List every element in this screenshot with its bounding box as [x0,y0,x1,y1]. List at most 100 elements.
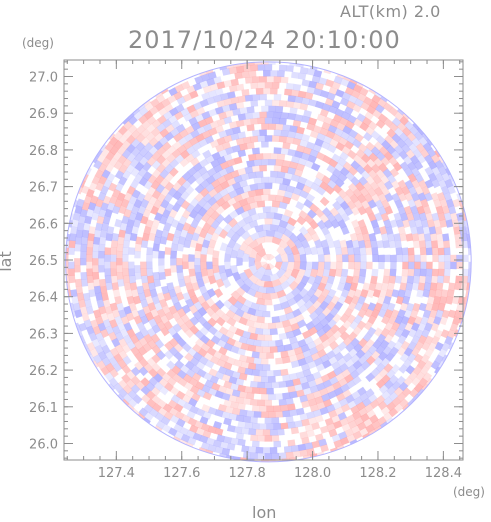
radar-cell [321,307,332,317]
radar-cell [397,179,407,190]
radar-cell [321,339,331,349]
radar-cell [390,254,397,263]
radar-cell [94,169,104,179]
radar-cell [275,194,284,203]
radar-cell [337,157,347,167]
radar-cell [466,205,472,215]
radar-cell [437,247,445,256]
radar-cell [423,282,432,291]
radar-cell [367,187,377,197]
radar-cell [448,205,457,215]
radar-cell [158,107,168,117]
radar-cell [138,106,149,116]
radar-cell [418,179,428,189]
radar-cell [231,313,242,323]
radar-cell [75,229,84,238]
radar-cell [283,325,293,334]
radar-cell [257,82,266,89]
radar-cell [148,318,158,328]
radar-cell [252,111,260,119]
radar-cell [176,308,186,318]
radar-cell [110,247,118,255]
radar-cell [290,427,299,435]
radar-cell [247,307,257,316]
radar-cell [311,261,319,270]
radar-cell [233,193,243,203]
radar-cell [135,133,146,143]
radar-cell [183,401,193,411]
radar-cell [189,239,198,248]
radar-cell [384,309,393,319]
radar-cell [146,156,157,167]
radar-cell [455,275,463,284]
radar-cell [408,254,415,263]
radar-cell [438,261,445,270]
radar-cell [218,366,228,375]
radar-cell [245,196,255,205]
radar-cell [322,359,332,369]
radar-cell [159,298,168,308]
radar-cell [345,120,355,130]
radar-cell [466,309,472,319]
radar-cell [329,376,339,386]
radar-cell [461,240,469,249]
radar-cell [193,212,203,223]
radar-cell [249,231,260,241]
radar-cell [128,275,137,284]
x-tick-label: 127.8 [229,466,266,481]
radar-cell [176,418,186,428]
radar-cell [375,395,386,405]
radar-cell [341,268,349,277]
radar-cell [72,339,81,349]
radar-cell [98,163,108,173]
radar-cell [155,183,165,194]
radar-cell [223,417,232,426]
radar-cell [262,188,271,195]
radar-cell [296,232,307,243]
radar-cell [307,341,317,350]
radar-cell [148,282,156,291]
radar-cell [431,268,439,277]
radar-cell [237,438,246,447]
radar-cell [220,459,229,462]
radar-cell [377,113,388,123]
radar-cell [378,146,389,156]
radar-cell [280,147,289,155]
radar-cell [234,328,245,337]
radar-cell [101,157,111,167]
radar-cell [424,154,434,164]
radar-cell [143,403,154,414]
radar-cell [140,299,149,308]
radar-cell [320,288,330,298]
radar-cell [104,208,113,218]
radar-cell [297,358,307,367]
radar-cell [308,117,318,126]
radar-cell [303,246,312,256]
radar-cell [224,268,233,278]
radar-cell [438,166,448,176]
radar-cell [158,272,166,281]
radar-cell [277,153,286,161]
radar-cell [108,356,118,367]
radar-cell [447,289,455,298]
radar-cell [340,225,350,235]
radar-cell [176,96,186,106]
radar-cell [123,282,132,291]
radar-cell [270,70,278,77]
radar-cell [310,246,319,256]
radar-cell [314,208,325,218]
radar-cell [156,320,166,331]
radar-cell [148,429,158,438]
radar-cell [223,134,233,143]
radar-cell [254,327,264,335]
radar-cell [360,225,369,235]
radar-cell [359,187,370,197]
radar-cell [190,157,200,167]
radar-cell [294,114,303,122]
radar-cell [422,226,431,235]
radar-cell [443,275,451,284]
radar-cell [333,75,343,85]
radar-cell [188,268,196,277]
radar-cell [188,304,198,315]
radar-cell [140,268,148,277]
